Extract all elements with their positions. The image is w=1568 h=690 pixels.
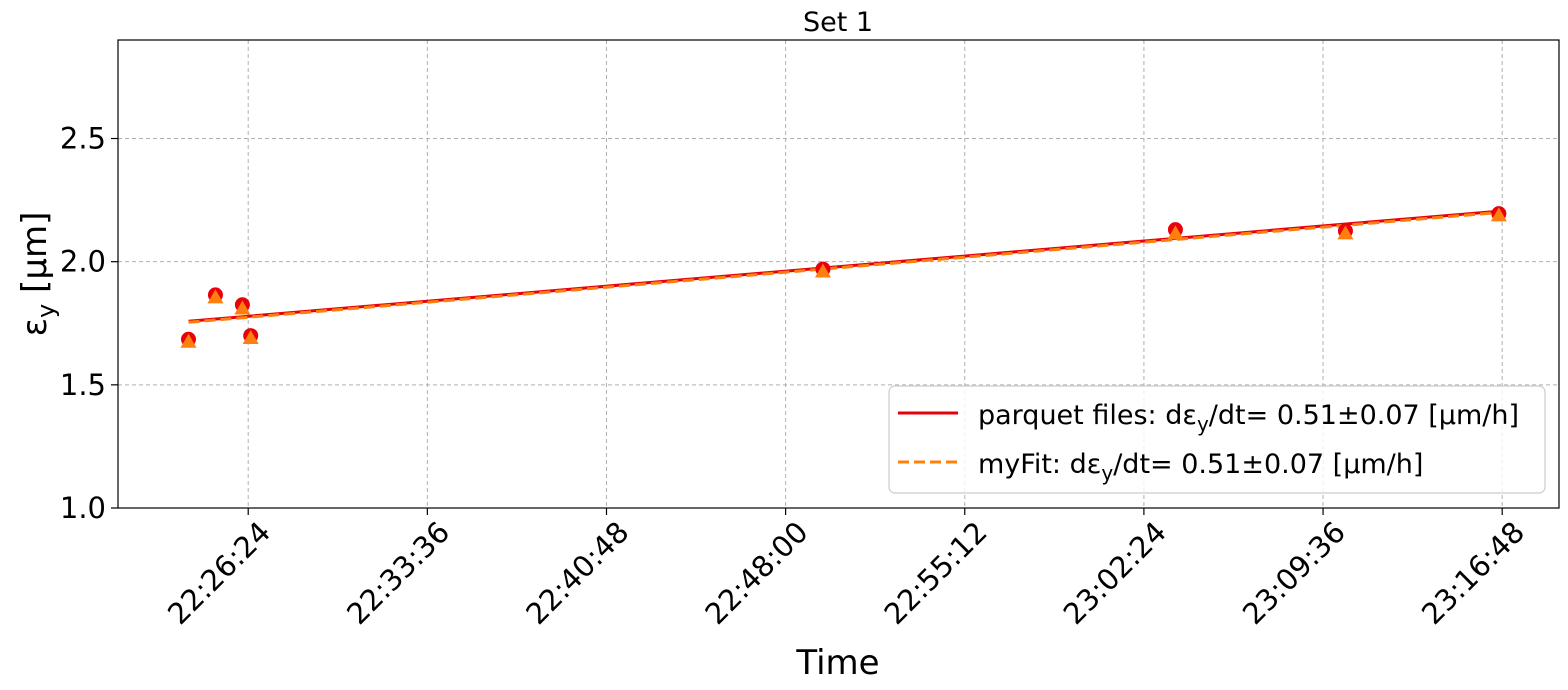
data-point-triangle bbox=[1337, 225, 1354, 240]
x-tick-label: 22:40:48 bbox=[519, 515, 635, 631]
grid bbox=[118, 40, 1559, 508]
y-tick-label: 1.0 bbox=[60, 491, 106, 525]
legend-box bbox=[888, 385, 1546, 494]
x-axis-title: Time bbox=[795, 643, 879, 683]
plot-frame bbox=[117, 39, 1560, 509]
x-tick-label: 23:02:24 bbox=[1057, 515, 1173, 631]
data-point-triangle bbox=[814, 263, 831, 278]
legend: parquet files: dεy/dt= 0.51±0.07 [μm/h] … bbox=[888, 385, 1546, 494]
legend-label-myfit: myFit: dεy/dt= 0.51±0.07 [μm/h] bbox=[978, 449, 1423, 485]
x-tick-label: 23:09:36 bbox=[1236, 515, 1352, 631]
legend-label-parquet-files: parquet files: dεy/dt= 0.51±0.07 [μm/h] bbox=[978, 400, 1519, 436]
data-point-triangle bbox=[234, 300, 251, 315]
y-axis-title: εy [μm] bbox=[15, 212, 60, 337]
x-tick-label: 22:55:12 bbox=[878, 515, 994, 631]
x-tick-label: 23:16:48 bbox=[1415, 515, 1531, 631]
y-tick-label: 1.5 bbox=[60, 368, 106, 402]
x-tick-label: 22:26:24 bbox=[161, 515, 277, 631]
y-tick-label: 2.5 bbox=[60, 122, 106, 156]
data-point-triangle bbox=[1490, 207, 1507, 222]
data-point-triangle bbox=[180, 333, 197, 348]
y-axis: 1.0 1.5 2.0 2.5 bbox=[60, 122, 118, 525]
data-point-triangle bbox=[1167, 225, 1184, 240]
data-point-triangle bbox=[242, 330, 259, 345]
x-tick-label: 22:48:00 bbox=[698, 515, 814, 631]
y-tick-label: 2.0 bbox=[60, 245, 106, 279]
x-axis: 22:26:24 22:33:36 22:40:48 22:48:00 22:55:12… bbox=[161, 508, 1531, 631]
markers bbox=[180, 206, 1507, 348]
fit-lines bbox=[188, 209, 1499, 324]
data-point-triangle bbox=[207, 289, 224, 304]
x-tick-label: 22:33:36 bbox=[340, 515, 456, 631]
chart-title: Set 1 bbox=[803, 7, 873, 38]
fit-line-myfit bbox=[188, 210, 1499, 324]
